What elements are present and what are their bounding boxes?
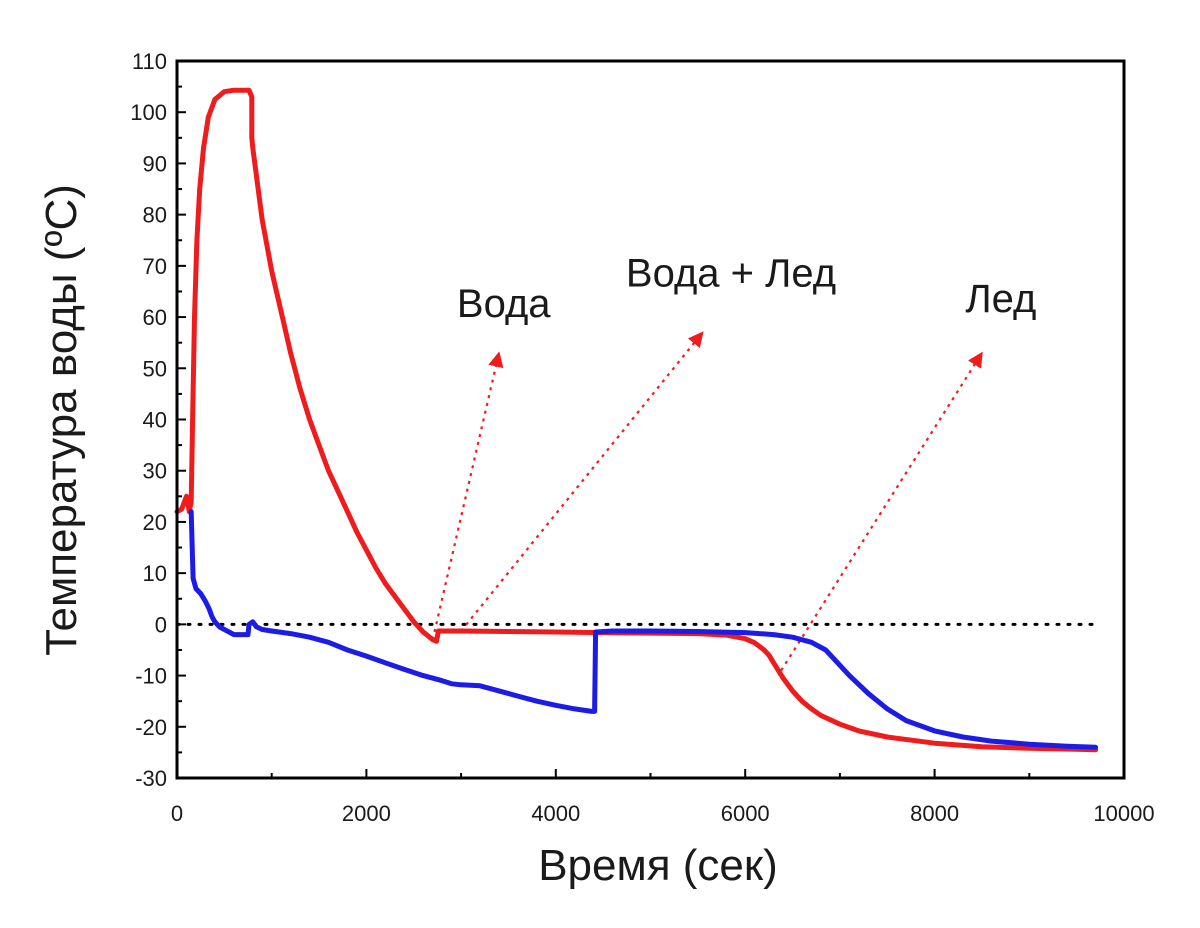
y-tick-label: 70: [143, 254, 167, 279]
annotation-arrow-2: [460, 331, 704, 632]
x-tick-label: 0: [171, 801, 183, 826]
annotation-label-2: Вода + Лед: [626, 251, 836, 295]
y-tick-label: 40: [143, 408, 167, 433]
x-tick-label: 8000: [910, 801, 959, 826]
y-tick-label: -20: [135, 715, 167, 740]
plot-frame: [175, 59, 1126, 780]
y-tick-label: -10: [135, 664, 167, 689]
x-tick-label: 10000: [1093, 801, 1154, 826]
x-tick-label: 2000: [342, 801, 391, 826]
y-tick-label: -30: [135, 766, 167, 791]
y-tick-label: 80: [143, 203, 167, 228]
y-tick-label: 0: [155, 612, 167, 637]
plot-area: Вода Вода + Лед Лед: [174, 87, 1101, 753]
annotation-arrow-3: [780, 351, 983, 672]
y-tick-label: 50: [143, 356, 167, 381]
x-tick-label: 6000: [721, 801, 770, 826]
axes: 0 2000 4000 6000 8000 10000 -30 -20 -10 0 10 20 30 40…: [130, 49, 1154, 826]
y-tick-label: 110: [132, 49, 167, 74]
annotation-arrow-1: [431, 351, 504, 640]
series-line-1: [174, 87, 1099, 753]
y-tick-label: 100: [130, 100, 167, 125]
y-tick-label: 20: [143, 510, 167, 535]
x-tick-label: 4000: [531, 801, 580, 826]
annotation-label-1: Вода: [457, 282, 551, 326]
y-tick-label: 10: [143, 561, 167, 586]
x-axis-title: Время (сек): [538, 841, 778, 890]
y-tick-label: 90: [143, 151, 167, 176]
y-tick-label: 60: [143, 305, 167, 330]
series-line-2: [188, 509, 1099, 750]
y-tick-label: 30: [143, 459, 167, 484]
annotation-label-3: Лед: [965, 277, 1036, 321]
y-axis-title: Температура воды (ºC): [37, 184, 86, 656]
